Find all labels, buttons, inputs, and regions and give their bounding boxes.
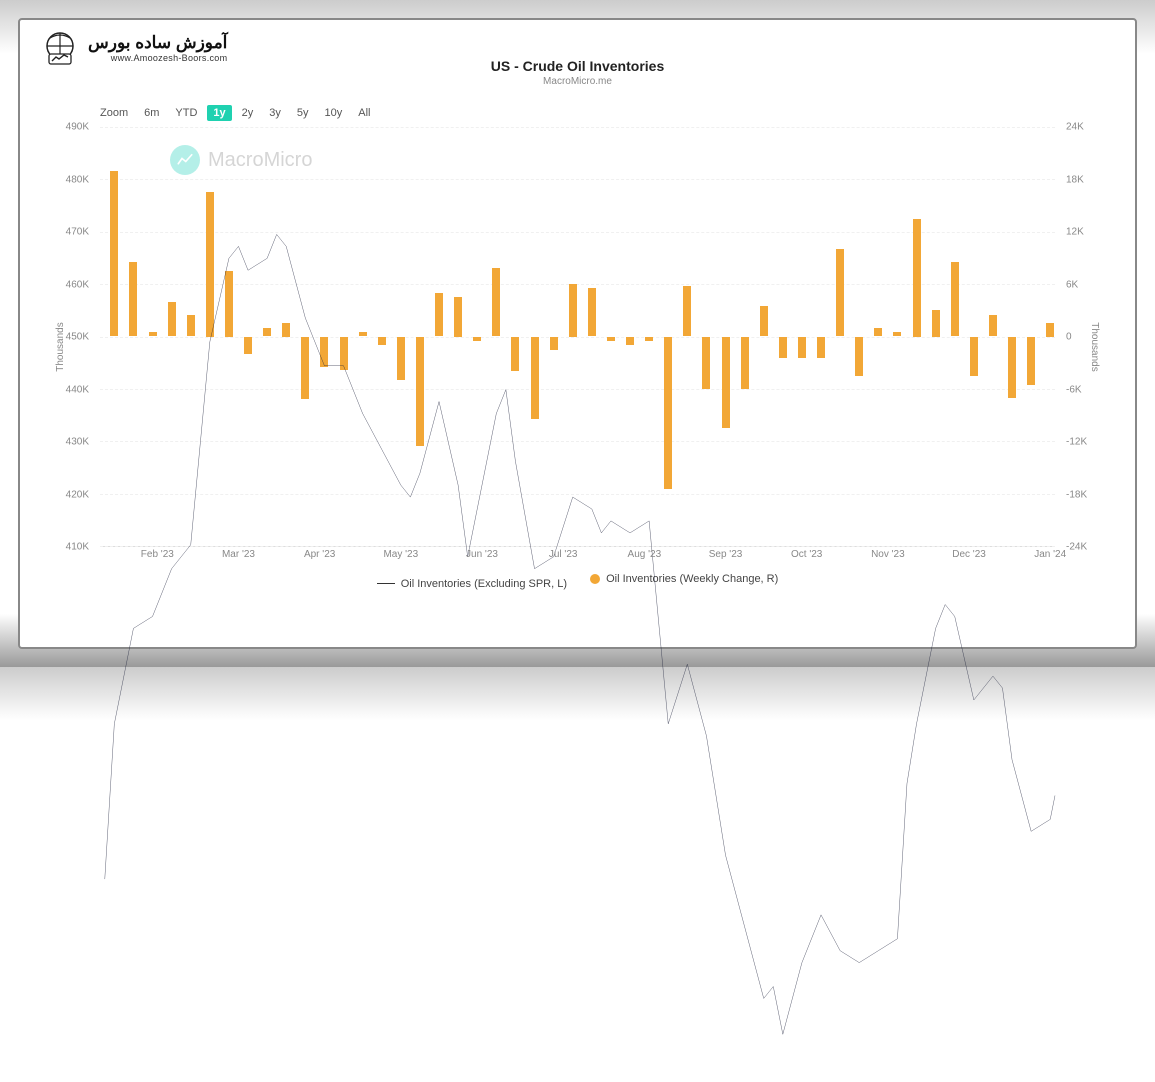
ytick-right: -24K (1060, 542, 1115, 553)
ytick-right: -12K (1060, 437, 1115, 448)
x-axis: Feb '23 Mar '23 Apr '23 May '23 Jun '23 Jul '… (100, 549, 1055, 567)
zoom-ytd[interactable]: YTD (169, 105, 203, 121)
xtick: Aug '23 (628, 549, 662, 560)
xtick: Feb '23 (141, 549, 174, 560)
ytick-left: 480K (40, 174, 95, 185)
ytick-right: 12K (1060, 227, 1115, 238)
xtick: May '23 (383, 549, 418, 560)
ytick-left: 450K (40, 332, 95, 343)
zoom-label: Zoom (100, 107, 128, 119)
ytick-left: 460K (40, 279, 95, 290)
chart-area: Thousands Thousands 410K420K430K440K450K… (40, 127, 1115, 567)
logo-text-fa: آموزش ساده بورس (88, 33, 227, 53)
zoom-3y[interactable]: 3y (263, 105, 287, 121)
logo-text-url: www.Amoozesh-Boors.com (88, 53, 227, 63)
ytick-right: -6K (1060, 384, 1115, 395)
y-axis-left: 410K420K430K440K450K460K470K480K490K (40, 127, 95, 547)
chart-frame: آموزش ساده بورس www.Amoozesh-Boors.com U… (18, 18, 1137, 649)
ytick-left: 410K (40, 542, 95, 553)
zoom-10y[interactable]: 10y (319, 105, 349, 121)
xtick: Sep '23 (709, 549, 743, 560)
zoom-controls: Zoom 6mYTD1y 2y3y5y10yAll (100, 105, 1115, 121)
globe-icon (40, 28, 80, 68)
ytick-right: 18K (1060, 174, 1115, 185)
line-layer (100, 127, 1055, 1082)
chart-subtitle: MacroMicro.me (40, 76, 1115, 87)
ytick-left: 430K (40, 437, 95, 448)
ytick-right: -18K (1060, 489, 1115, 500)
xtick: Dec '23 (952, 549, 986, 560)
xtick: Jun '23 (466, 549, 498, 560)
ytick-right: 24K (1060, 122, 1115, 133)
xtick: Jan '24 (1034, 549, 1066, 560)
zoom-all[interactable]: All (352, 105, 376, 121)
zoom-2y[interactable]: 2y (236, 105, 260, 121)
xtick: Nov '23 (871, 549, 905, 560)
ytick-left: 420K (40, 489, 95, 500)
y-axis-right: -24K-18K-12K-6K06K12K18K24K (1060, 127, 1115, 547)
xtick: Mar '23 (222, 549, 255, 560)
ytick-left: 490K (40, 122, 95, 133)
ytick-left: 470K (40, 227, 95, 238)
zoom-5y[interactable]: 5y (291, 105, 315, 121)
xtick: Apr '23 (304, 549, 335, 560)
inventory-line (105, 234, 1055, 1034)
plot-region[interactable]: MacroMicro (100, 127, 1055, 547)
zoom-6m[interactable]: 6m (138, 105, 165, 121)
ytick-left: 440K (40, 384, 95, 395)
ytick-right: 6K (1060, 279, 1115, 290)
zoom-1y[interactable]: 1y (207, 105, 231, 121)
xtick: Oct '23 (791, 549, 822, 560)
xtick: Jul '23 (549, 549, 578, 560)
ytick-right: 0 (1060, 332, 1115, 343)
site-logo: آموزش ساده بورس www.Amoozesh-Boors.com (40, 28, 227, 68)
